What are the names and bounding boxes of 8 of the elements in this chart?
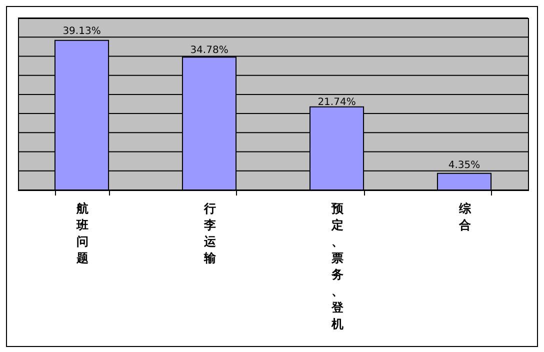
x-tick-label: 行李运输: [202, 202, 217, 265]
data-label: 21.74%: [318, 96, 356, 108]
x-tick-label: 综合: [458, 202, 472, 232]
x-tick-label: 预定、票务、登机: [330, 202, 344, 331]
x-tick-label: 航班问题: [75, 202, 88, 265]
data-label: 4.35%: [448, 160, 480, 171]
data-label: 34.78%: [190, 45, 228, 56]
data-label: 39.13%: [62, 26, 101, 38]
